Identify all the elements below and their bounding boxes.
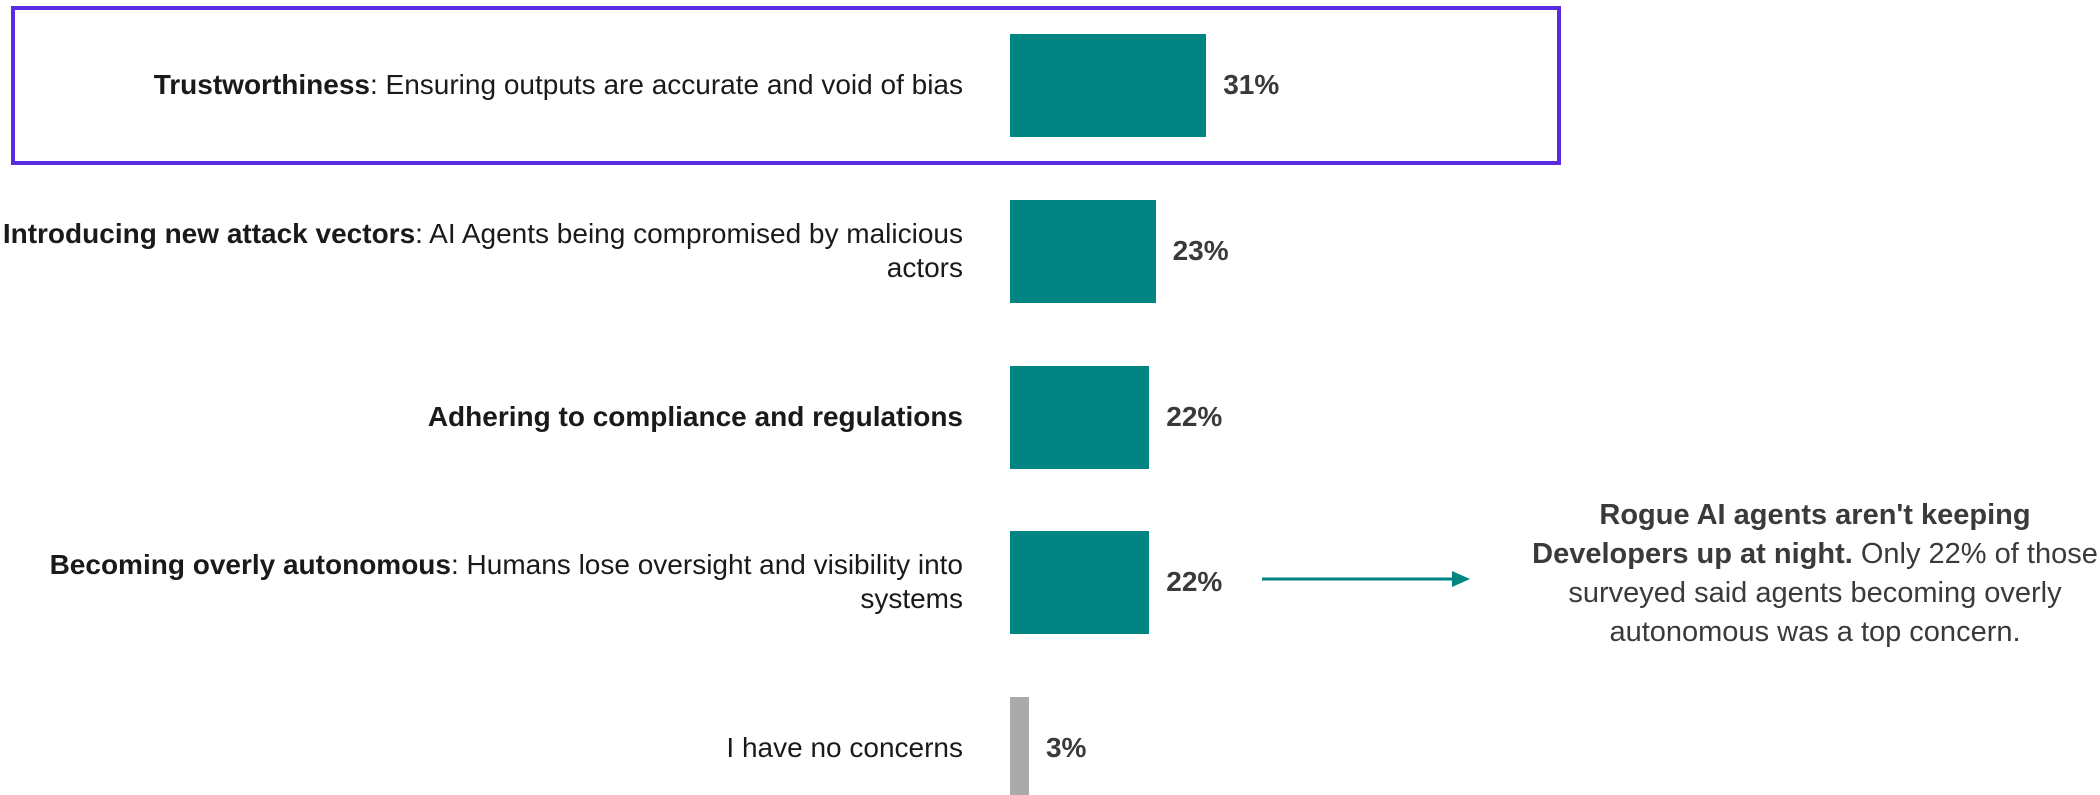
value-label: 31%: [1223, 69, 1280, 100]
callout-annotation: Rogue AI agents aren't keeping Developer…: [1530, 496, 2100, 652]
value-label: 22%: [1166, 401, 1223, 432]
value-label: 22%: [1166, 566, 1223, 597]
bar: [1010, 199, 1156, 303]
category-label-bold: Becoming overly autonomous: [49, 549, 451, 580]
category-label-bold: Trustworthiness: [153, 69, 370, 100]
category-label-text: : Humans lose oversight and visibility i…: [450, 549, 963, 614]
callout-body-text: Only 22% of those surveyed said agents b…: [1568, 538, 2098, 648]
highlight-box: [11, 6, 1561, 165]
bar: [1010, 530, 1150, 634]
category-label: Trustworthiness: Ensuring outputs are ac…: [0, 68, 963, 102]
value-label: 23%: [1172, 235, 1229, 266]
category-label-bold: Adhering to compliance and regulations: [427, 401, 963, 432]
bar: [1010, 33, 1207, 137]
category-label: Introducing new attack vectors: AI Agent…: [0, 217, 963, 285]
callout-arrow-head: [1452, 571, 1470, 587]
bar: [1010, 365, 1150, 469]
category-label-text: : AI Agents being compromised by malicio…: [415, 218, 963, 283]
bar: [1010, 696, 1029, 795]
category-label-text: : Ensuring outputs are accurate and void…: [369, 69, 963, 100]
category-label: Adhering to compliance and regulations: [0, 400, 963, 434]
category-label-text: I have no concerns: [726, 732, 963, 763]
callout-bold-text: Rogue AI agents aren't keeping Developer…: [1532, 499, 2031, 570]
category-label-bold: Introducing new attack vectors: [2, 218, 416, 249]
category-label: Becoming overly autonomous: Humans lose …: [0, 548, 963, 616]
value-label: 3%: [1045, 732, 1087, 763]
category-label: I have no concerns: [0, 731, 963, 765]
